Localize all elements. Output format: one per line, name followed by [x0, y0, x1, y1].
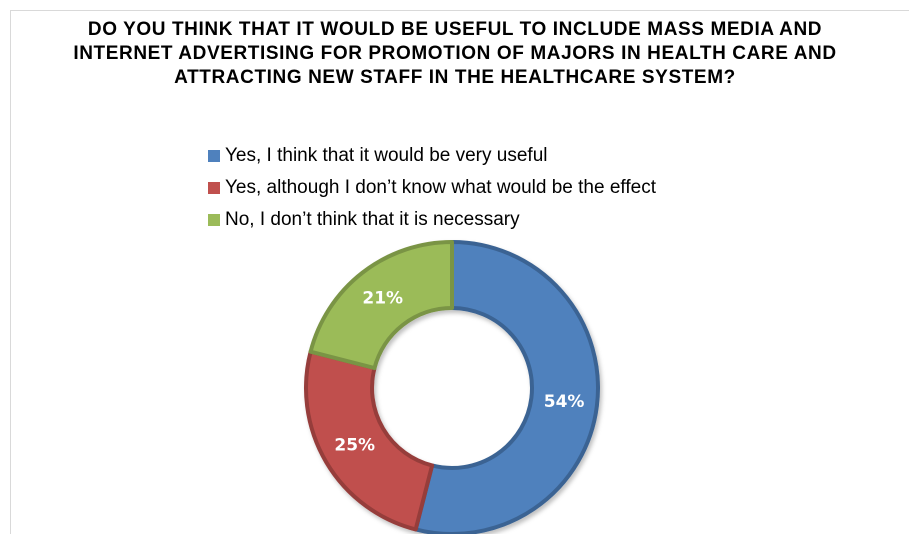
legend-entry: No, I don’t think that it is necessary [208, 204, 656, 236]
donut-slices [304, 240, 600, 534]
legend-entry: Yes, although I don’t know what would be… [208, 172, 656, 204]
chart-frame [10, 10, 909, 534]
legend-swatch [208, 182, 220, 194]
donut-labels: 54% 25% 21% [334, 289, 584, 456]
slice-value-label: 54% [544, 392, 585, 412]
legend-swatch [208, 214, 220, 226]
donut-slice [308, 240, 454, 371]
legend-label: No, I don’t think that it is necessary [225, 209, 520, 230]
legend: Yes, I think that it would be very usefu… [208, 140, 656, 236]
legend-swatch [208, 150, 220, 162]
donut-slice [304, 349, 435, 532]
legend-label: Yes, although I don’t know what would be… [225, 177, 656, 198]
legend-entry: Yes, I think that it would be very usefu… [208, 140, 656, 172]
slice-value-label: 25% [334, 436, 375, 456]
slice-value-label: 21% [362, 289, 403, 309]
chart-title: DO YOU THINK THAT IT WOULD BE USEFUL TO … [73, 19, 837, 88]
legend-label: Yes, I think that it would be very usefu… [225, 145, 548, 166]
